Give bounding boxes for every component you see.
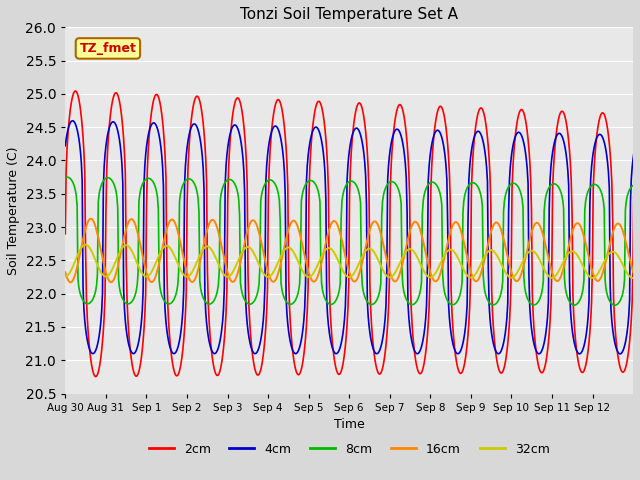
2cm [445, 170, 453, 176]
2cm [463, 341, 471, 347]
8cm [74, 203, 81, 209]
X-axis label: Time: Time [334, 418, 365, 431]
2cm [92, 374, 100, 380]
4cm [136, 333, 143, 339]
32cm [445, 247, 452, 253]
Line: 32cm: 32cm [65, 245, 640, 278]
4cm [198, 145, 205, 151]
32cm [230, 268, 237, 274]
16cm [463, 254, 471, 260]
8cm [63, 174, 71, 180]
16cm [137, 243, 145, 249]
8cm [463, 187, 470, 193]
Y-axis label: Soil Temperature (C): Soil Temperature (C) [7, 146, 20, 275]
8cm [136, 192, 143, 197]
Legend: 2cm, 4cm, 8cm, 16cm, 32cm: 2cm, 4cm, 8cm, 16cm, 32cm [144, 438, 555, 461]
32cm [136, 266, 143, 272]
8cm [61, 175, 69, 180]
4cm [74, 127, 81, 132]
32cm [82, 242, 90, 248]
4cm [463, 315, 470, 321]
2cm [72, 88, 79, 94]
4cm [445, 301, 452, 307]
Line: 8cm: 8cm [65, 177, 640, 305]
16cm [198, 248, 206, 254]
2cm [230, 102, 238, 108]
32cm [198, 249, 205, 255]
32cm [72, 255, 80, 261]
4cm [230, 122, 237, 128]
2cm [74, 90, 81, 96]
16cm [445, 233, 453, 239]
2cm [198, 113, 206, 119]
4cm [69, 118, 77, 124]
8cm [198, 289, 205, 295]
8cm [230, 179, 237, 185]
Line: 4cm: 4cm [65, 121, 640, 354]
Text: TZ_fmet: TZ_fmet [79, 42, 136, 55]
16cm [74, 264, 81, 270]
32cm [61, 274, 69, 279]
Title: Tonzi Soil Temperature Set A: Tonzi Soil Temperature Set A [240, 7, 458, 22]
16cm [87, 216, 95, 222]
16cm [230, 278, 238, 284]
16cm [67, 279, 74, 285]
8cm [445, 300, 452, 305]
4cm [61, 143, 69, 149]
32cm [463, 271, 470, 277]
Line: 2cm: 2cm [65, 91, 640, 377]
2cm [61, 231, 69, 237]
2cm [137, 360, 145, 366]
16cm [61, 269, 69, 275]
Line: 16cm: 16cm [65, 219, 640, 282]
